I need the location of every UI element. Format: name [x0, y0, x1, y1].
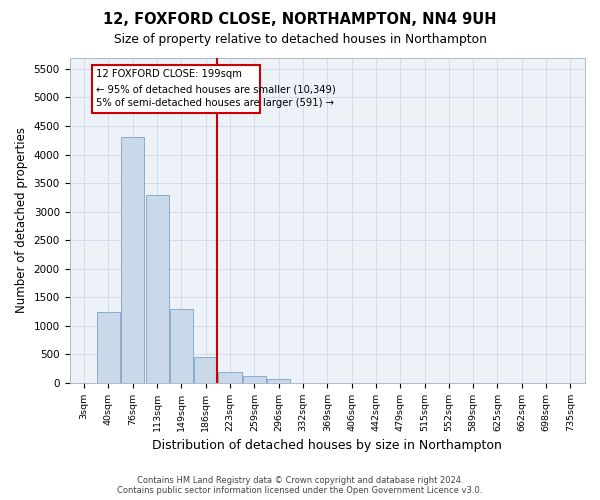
Bar	[121, 138, 144, 383]
Bar	[267, 379, 290, 383]
Bar	[170, 308, 193, 383]
Text: Size of property relative to detached houses in Northampton: Size of property relative to detached ho…	[113, 32, 487, 46]
Text: 12 FOXFORD CLOSE: 199sqm: 12 FOXFORD CLOSE: 199sqm	[95, 69, 241, 79]
Bar	[92, 66, 260, 113]
X-axis label: Distribution of detached houses by size in Northampton: Distribution of detached houses by size …	[152, 440, 502, 452]
Text: 5% of semi-detached houses are larger (591) →: 5% of semi-detached houses are larger (5…	[95, 98, 334, 108]
Text: Contains HM Land Registry data © Crown copyright and database right 2024.
Contai: Contains HM Land Registry data © Crown c…	[118, 476, 482, 495]
Bar	[218, 372, 242, 383]
Y-axis label: Number of detached properties: Number of detached properties	[15, 127, 28, 313]
Bar	[194, 358, 217, 383]
Bar	[243, 376, 266, 383]
Bar	[146, 194, 169, 383]
Bar	[97, 312, 120, 383]
Text: 12, FOXFORD CLOSE, NORTHAMPTON, NN4 9UH: 12, FOXFORD CLOSE, NORTHAMPTON, NN4 9UH	[103, 12, 497, 28]
Text: ← 95% of detached houses are smaller (10,349): ← 95% of detached houses are smaller (10…	[95, 84, 335, 94]
